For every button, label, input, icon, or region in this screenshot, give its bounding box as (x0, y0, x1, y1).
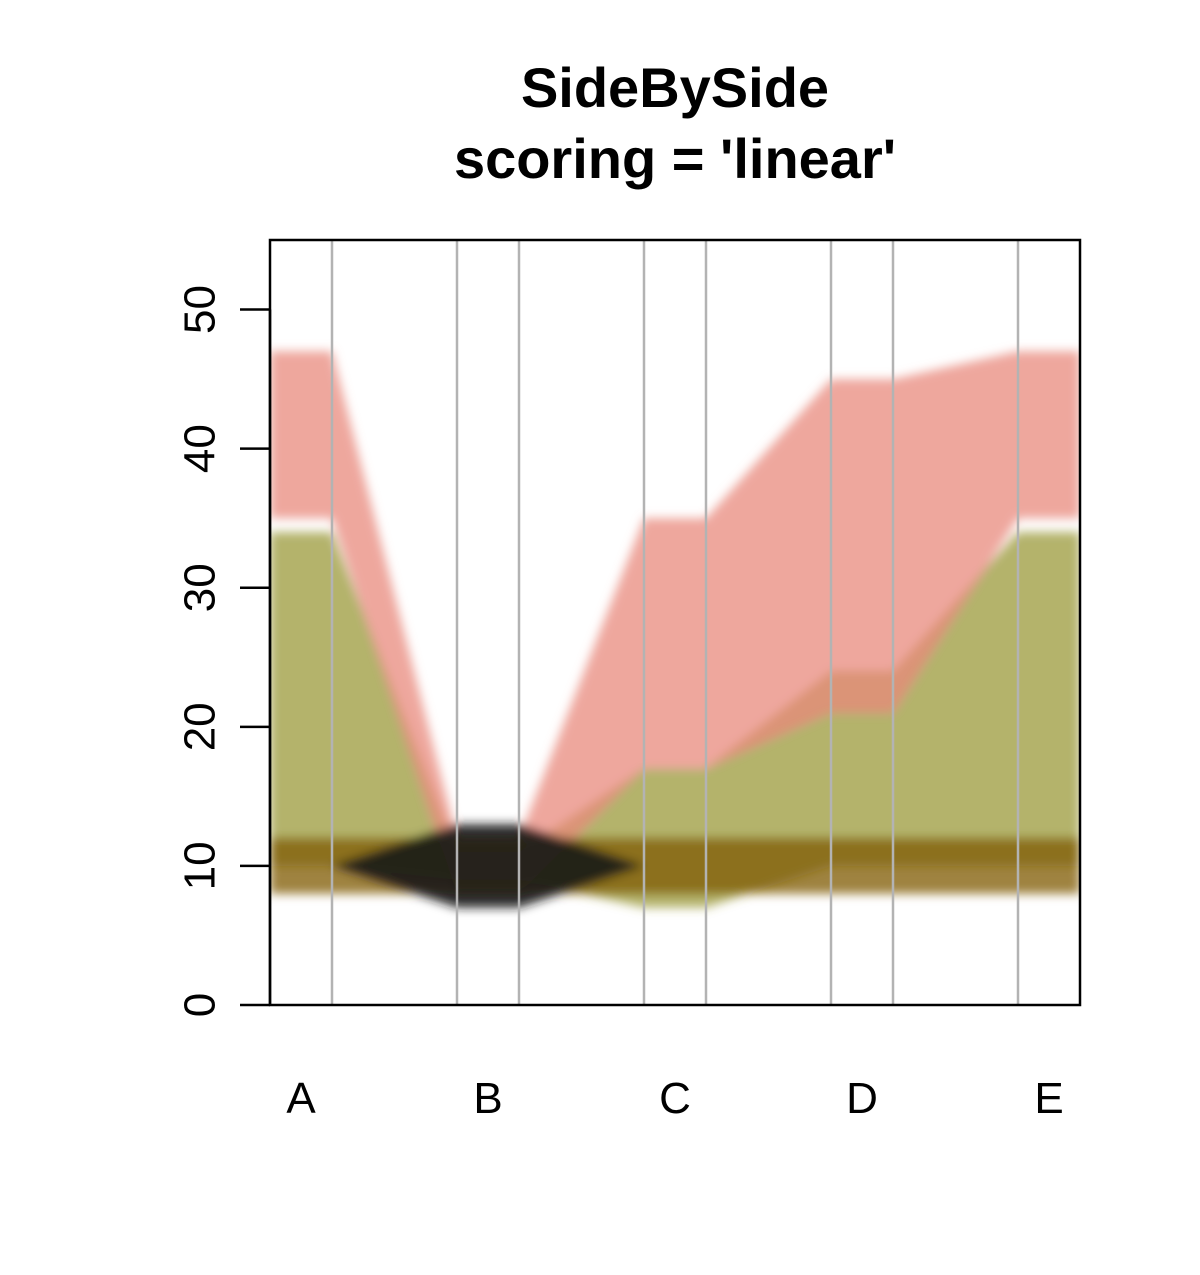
density-band-2 (270, 532, 1080, 908)
y-axis: 0 10 20 30 40 50 (176, 285, 272, 1017)
y-tick-label-50: 50 (176, 285, 225, 334)
chart-title: SideBySide (521, 56, 829, 119)
x-tick-label-B: B (473, 1074, 502, 1123)
x-tick-label-D: D (846, 1074, 878, 1123)
x-tick-label-E: E (1034, 1074, 1063, 1123)
density-bands (270, 351, 1080, 908)
density-band-1 (270, 351, 1080, 894)
x-tick-label-C: C (659, 1074, 691, 1123)
y-tick-label-0: 0 (176, 993, 225, 1017)
y-tick-label-30: 30 (176, 563, 225, 612)
y-tick-label-20: 20 (176, 702, 225, 751)
plot-area (270, 240, 1080, 1005)
density-band-3 (270, 824, 1080, 908)
chart-subtitle: scoring = 'linear' (454, 127, 896, 190)
x-axis: A B C D E (286, 1074, 1063, 1123)
column-separators (330, 240, 1020, 1005)
y-tick-label-10: 10 (176, 841, 225, 890)
x-tick-label-A: A (286, 1074, 316, 1123)
y-tick-label-40: 40 (176, 424, 225, 473)
